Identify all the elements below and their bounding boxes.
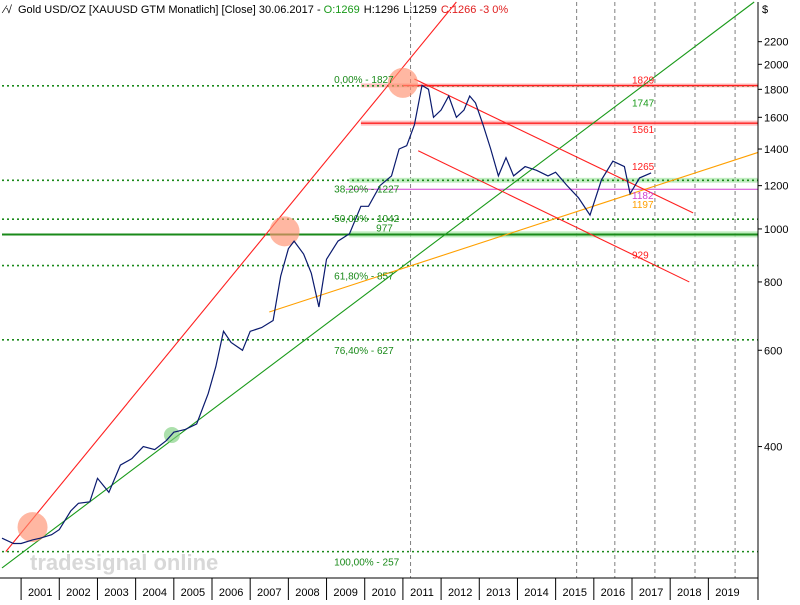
y-tick-label: 1000: [764, 224, 788, 236]
svg-text:Gold USD/OZ [XAUUSD GTM Monat: Gold USD/OZ [XAUUSD GTM Monatlich] [Clos…: [18, 4, 508, 16]
x-tick-label: 2018: [677, 587, 701, 599]
level-value-label: 1265: [632, 162, 655, 173]
fibonacci-label: 38,20% - 1227: [334, 184, 399, 195]
pivot-marker: [17, 512, 48, 543]
x-tick-label: 2005: [181, 587, 205, 599]
x-tick-label: 2003: [104, 587, 128, 599]
x-tick-label: 2010: [372, 587, 396, 599]
high-value: H:1296: [364, 4, 399, 16]
low-value: L:1259: [403, 4, 437, 16]
trendline: [1, 1, 755, 569]
pivot-marker: [387, 67, 418, 98]
x-tick-label: 2014: [524, 587, 548, 599]
trendline: [5, 1, 457, 552]
open-value: O:1269: [324, 4, 360, 16]
x-tick-label: 2015: [562, 587, 586, 599]
close-value: C:1266 -3 0%: [441, 4, 508, 16]
fibonacci-label: 50,00% - 1042: [334, 214, 399, 225]
x-tick-label: 2012: [448, 587, 472, 599]
instrument-title: Gold USD/OZ [XAUUSD GTM Monatlich] [Clos…: [18, 4, 324, 16]
pivot-marker: [269, 216, 300, 247]
fibonacci-label: 100,00% - 257: [334, 558, 399, 569]
level-value-label: 1747: [632, 98, 655, 109]
x-tick-label: 2019: [715, 587, 739, 599]
x-tick-label: 2013: [486, 587, 510, 599]
level-value-label: 1829: [632, 76, 655, 87]
x-tick-label: 2007: [257, 587, 281, 599]
x-tick-label: 2016: [601, 587, 625, 599]
trendline: [414, 78, 694, 214]
y-tick-label: 600: [764, 345, 782, 357]
y-tick-label: 1800: [764, 84, 788, 96]
x-tick-label: 2009: [333, 587, 357, 599]
fibonacci-label: 0,00% - 1827: [334, 75, 394, 86]
x-tick-label: 2002: [66, 587, 90, 599]
watermark-logo: tradesignal online: [30, 550, 218, 575]
x-tick-label: 2011: [410, 587, 434, 599]
y-axis-unit: $: [762, 4, 768, 16]
y-tick-label: 2000: [764, 59, 788, 71]
chart-header: ⁄√ Gold USD/OZ [XAUUSD GTM Monatlich] [C…: [1, 4, 508, 16]
trendline: [269, 151, 759, 313]
level-value-label: 1182: [632, 191, 654, 202]
y-tick-label: 400: [764, 442, 782, 454]
y-tick-label: 2200: [764, 37, 788, 49]
fibonacci-label: 977: [376, 223, 393, 234]
price-series-line: [1, 84, 652, 545]
level-value-label: 929: [632, 250, 649, 261]
level-value-label: 1197: [632, 200, 654, 211]
x-tick-label: 2006: [219, 587, 243, 599]
x-tick-label: 2017: [639, 587, 663, 599]
x-tick-label: 2008: [295, 587, 319, 599]
y-tick-label: 1600: [764, 112, 788, 124]
x-tick-label: 2001: [28, 587, 52, 599]
fibonacci-label: 76,40% - 627: [334, 346, 394, 357]
level-value-label: 1561: [632, 125, 655, 136]
x-tick-label: 2004: [142, 587, 166, 599]
fibonacci-label: 61,80% - 857: [334, 272, 394, 283]
trendline: [417, 150, 690, 283]
y-tick-label: 800: [764, 277, 782, 289]
y-tick-label: 1400: [764, 144, 788, 156]
y-tick-label: 1200: [764, 181, 788, 193]
line-chart-icon: ⁄√: [1, 4, 13, 16]
